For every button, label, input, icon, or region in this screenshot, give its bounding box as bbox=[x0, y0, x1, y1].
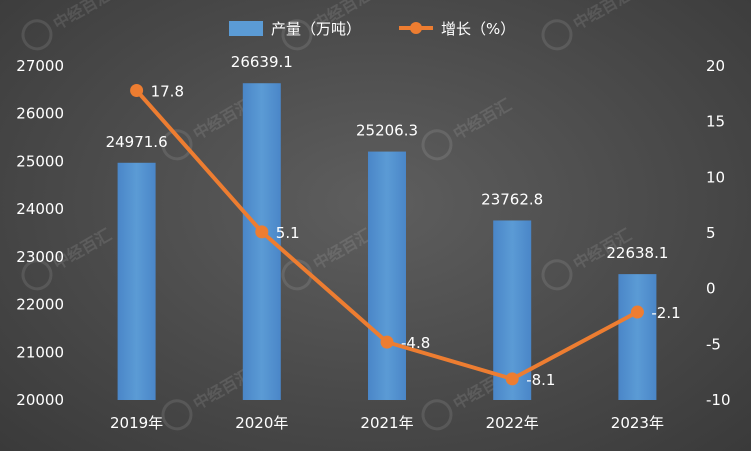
watermark: 中经百汇 bbox=[161, 95, 255, 161]
y-left-tick-label: 27000 bbox=[16, 57, 64, 75]
y-right-tick-label: 10 bbox=[706, 168, 725, 186]
line-point bbox=[505, 372, 519, 386]
line-point bbox=[380, 335, 394, 349]
bar bbox=[368, 151, 406, 400]
y-left-tick-label: 26000 bbox=[16, 105, 64, 123]
y-left-axis: 20000 21000 22000 23000 24000 25000 26000 27000 bbox=[16, 57, 64, 409]
line-point bbox=[255, 225, 269, 239]
x-tick-label: 2022年 bbox=[486, 414, 539, 432]
legend-bar-swatch bbox=[229, 21, 263, 36]
line-data-label: -2.1 bbox=[651, 304, 680, 322]
x-tick-label: 2023年 bbox=[611, 414, 664, 432]
y-left-tick-label: 22000 bbox=[16, 296, 64, 314]
watermark-text: 中经百汇 bbox=[570, 0, 635, 33]
bar-data-label: 23762.8 bbox=[481, 190, 543, 208]
line-data-label: -8.1 bbox=[526, 371, 555, 389]
line-point bbox=[130, 83, 144, 97]
y-right-tick-label: 5 bbox=[706, 224, 716, 242]
bar-labels: 24971.6 26639.1 25206.3 23762.8 22638.1 bbox=[106, 53, 669, 262]
y-right-tick-label: -5 bbox=[706, 335, 721, 353]
bar-series bbox=[117, 83, 657, 400]
legend-line-label: 增长（%） bbox=[441, 20, 515, 38]
y-left-tick-label: 25000 bbox=[16, 152, 64, 170]
bar bbox=[117, 162, 156, 400]
y-right-tick-label: -10 bbox=[706, 391, 731, 409]
watermark-text: 中经百汇 bbox=[450, 95, 515, 143]
line-labels: 17.8 5.1 -4.8 -8.1 -2.1 bbox=[151, 82, 681, 388]
y-left-tick-label: 23000 bbox=[16, 248, 64, 266]
legend-bar-label: 产量（万吨） bbox=[271, 20, 361, 38]
bar-data-label: 26639.1 bbox=[231, 53, 293, 71]
y-right-axis: -10 -5 0 5 10 15 20 bbox=[706, 57, 731, 409]
y-right-tick-label: 20 bbox=[706, 57, 725, 75]
line-series bbox=[130, 83, 644, 386]
line-data-label: -4.8 bbox=[401, 334, 430, 352]
legend-line-marker bbox=[410, 22, 422, 34]
x-axis: 2019年 2020年 2021年 2022年 2023年 bbox=[110, 414, 664, 432]
y-right-tick-label: 0 bbox=[706, 280, 716, 298]
bar-data-label: 22638.1 bbox=[606, 244, 668, 262]
y-left-tick-label: 24000 bbox=[16, 200, 64, 218]
y-left-tick-label: 20000 bbox=[16, 391, 64, 409]
legend: 产量（万吨） 增长（%） bbox=[229, 20, 515, 38]
y-right-tick-label: 15 bbox=[706, 113, 725, 131]
x-tick-label: 2020年 bbox=[235, 414, 288, 432]
x-tick-label: 2019年 bbox=[110, 414, 163, 432]
x-tick-label: 2021年 bbox=[360, 414, 413, 432]
watermark: 中经百汇 bbox=[541, 0, 635, 51]
bar-data-label: 25206.3 bbox=[356, 122, 418, 140]
watermark: 中经百汇 bbox=[421, 95, 515, 161]
line-point bbox=[630, 305, 644, 319]
bar-data-label: 24971.6 bbox=[106, 133, 168, 151]
watermark-text: 中经百汇 bbox=[50, 0, 115, 33]
y-left-tick-label: 21000 bbox=[16, 343, 64, 361]
watermark: 中经百汇 bbox=[21, 0, 115, 51]
watermark-text: 中经百汇 bbox=[310, 225, 375, 273]
bar bbox=[618, 274, 657, 400]
line-data-label: 5.1 bbox=[276, 224, 300, 242]
line-data-label: 17.8 bbox=[151, 82, 184, 100]
